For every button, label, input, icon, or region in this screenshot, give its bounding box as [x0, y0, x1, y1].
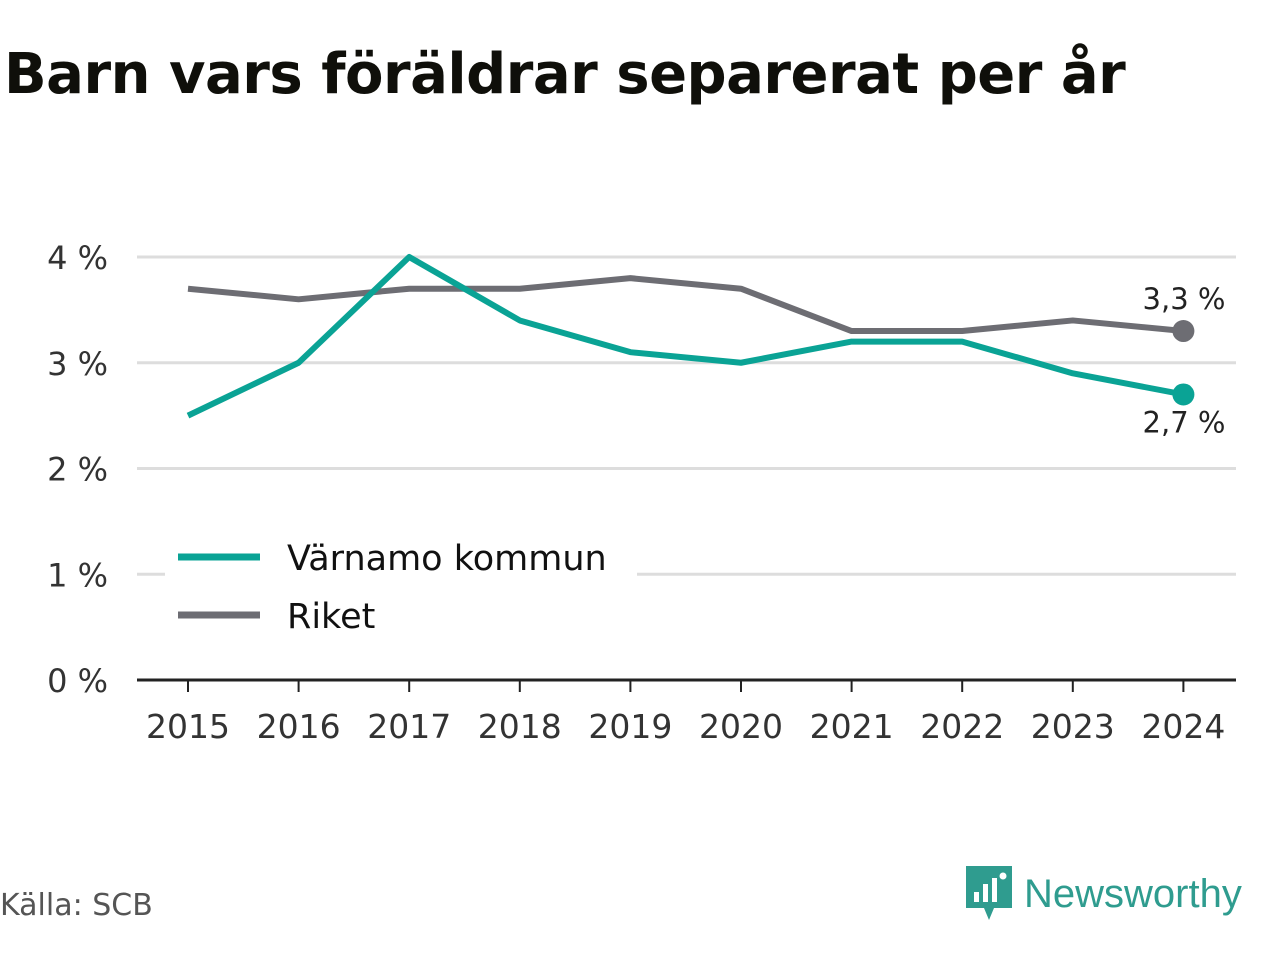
x-axis: 2015 2016 2017 2018 2019 2020 2021 2022 2023 2024: [137, 678, 1236, 746]
end-labels: 3,3 % 2,7 %: [1143, 282, 1226, 439]
legend: Värnamo kommun Riket: [165, 527, 637, 653]
y-tick-label: 4 %: [47, 239, 108, 277]
x-tick-label: 2024: [1141, 707, 1225, 746]
series-end-point: [1172, 320, 1195, 343]
source-note: Källa: SCB: [0, 888, 153, 923]
x-tick-label: 2020: [699, 707, 783, 746]
x-tick-label: 2019: [588, 707, 672, 746]
series-end-point: [1172, 383, 1195, 406]
line-chart: 0 % 1 % 2 % 3 % 4 % 2015 2016 2017 2018 2019 2020…: [47, 239, 1236, 746]
end-label: 2,7 %: [1143, 405, 1226, 439]
y-tick-label: 2 %: [47, 451, 108, 489]
x-tick-label: 2023: [1031, 707, 1115, 746]
end-label: 3,3 %: [1143, 282, 1226, 316]
series-lines: [186, 254, 1195, 419]
chart-title: Barn vars föräldrar separerat per år: [4, 42, 1126, 107]
legend-label: Riket: [287, 597, 375, 637]
x-tick-label: 2021: [810, 707, 894, 746]
y-tick-label: 3 %: [47, 345, 108, 383]
x-tick-label: 2022: [920, 707, 1004, 746]
legend-background: [165, 527, 637, 653]
x-tick-label: 2016: [257, 707, 341, 746]
legend-label: Värnamo kommun: [287, 539, 607, 579]
series-line: [187, 275, 1184, 335]
y-tick-labels: 0 % 1 % 2 % 3 % 4 %: [47, 239, 108, 700]
brand-name: Newsworthy: [1024, 871, 1242, 916]
newsworthy-icon: [966, 866, 1012, 920]
x-tick-label: 2017: [367, 707, 451, 746]
y-tick-label: 0 %: [47, 662, 108, 700]
gridlines: [137, 255, 1236, 576]
y-tick-label: 1 %: [47, 556, 108, 594]
x-tick-label: 2018: [478, 707, 562, 746]
brand-logo: Newsworthy: [964, 864, 1242, 924]
series-line: [186, 254, 1184, 419]
x-tick-label: 2015: [146, 707, 230, 746]
